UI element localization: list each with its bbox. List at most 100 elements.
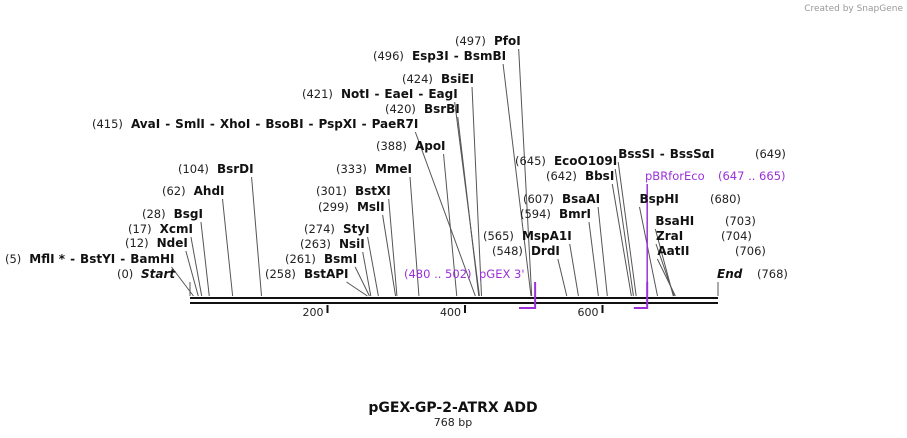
enzyme-zrai: ZraI	[656, 229, 683, 243]
enzyme-nsii: NsiI	[339, 237, 365, 251]
ruler-ticks: 200 400 600	[303, 305, 604, 319]
leader-ndei	[185, 250, 199, 297]
name-separator: -	[660, 147, 665, 161]
site-group-noti: (421) NotI - EaeI - EagI	[302, 87, 458, 101]
site-position: (706)	[735, 244, 766, 258]
leader-bsssi	[617, 161, 637, 297]
site-group-ecoo109i: (645) EcoO109I	[515, 154, 617, 168]
primer-pgex-3-arrow	[519, 282, 537, 309]
enzyme-bbsi: BbsI	[585, 169, 614, 183]
enzyme-noti: NotI	[341, 87, 370, 101]
enzyme-bsssi: BssSI	[618, 147, 655, 161]
site-position: (5)	[5, 252, 21, 266]
site-group-aatii: AatII (706)	[657, 244, 766, 258]
site-group-bmri: (594) BmrI	[520, 207, 591, 221]
site-position: (497)	[455, 34, 486, 48]
enzyme-bstxi: BstXI	[355, 184, 391, 198]
enzyme-bmri: BmrI	[559, 207, 591, 221]
site-group-styi: (274) StyI	[304, 222, 370, 236]
site-position: (703)	[725, 214, 756, 228]
site-position: (301)	[316, 184, 347, 198]
site-group-nsii: (263) NsiI	[300, 237, 365, 251]
site-position: (645)	[515, 154, 546, 168]
leader-mmei	[409, 176, 420, 297]
enzyme-bamhi: BamHI	[130, 252, 174, 266]
enzyme-avai: AvaI	[131, 117, 160, 131]
enzyme-eagi: EagI	[428, 87, 457, 101]
leader-avai	[414, 131, 476, 297]
name-separator: -	[362, 117, 367, 131]
leader-xcmi	[190, 236, 203, 297]
primer-pgex-3-range: (480 .. 502)	[404, 267, 472, 281]
leader-nsii	[362, 251, 372, 297]
site-position: (607)	[523, 192, 554, 206]
enzyme-xhoi: XhoI	[220, 117, 251, 131]
site-position: (388)	[376, 139, 407, 153]
primer-pbrforeco-range: (647 .. 665)	[718, 169, 786, 183]
site-position: (415)	[92, 117, 123, 131]
site-group-bstapi: (258) BstAPI	[265, 267, 349, 281]
primer-pbrforeco-label: pBRforEco	[645, 169, 705, 183]
enzyme-ecoo109i: EcoO109I	[554, 154, 617, 168]
site-position: (12)	[125, 236, 149, 250]
leader-bbsi	[611, 183, 632, 297]
site-position: (496)	[373, 49, 404, 63]
name-separator: -	[255, 117, 260, 131]
enzyme-pfoi: PfoI	[494, 34, 521, 48]
site-group-bsahi: BsaHI (703)	[655, 214, 756, 228]
leader-mfli	[171, 266, 194, 297]
start-label: Start	[141, 267, 176, 281]
enzyme-bsphi: BspHI	[640, 192, 679, 206]
site-group-bsaai: (607) BsaAI	[523, 192, 600, 206]
site-group-bsrbi: (420) BsrBI	[385, 102, 460, 116]
enzyme-paer7i: PaeR7I	[372, 117, 419, 131]
enzyme-bsrdi: BsrDI	[217, 162, 254, 176]
leader-bsphi	[639, 206, 658, 297]
tick-label-400: 400	[440, 306, 461, 319]
enzyme-mfli: MflI *	[29, 252, 65, 266]
leader-bsrdi	[251, 176, 262, 297]
site-position: (333)	[336, 162, 367, 176]
site-group-esp3i: (496) Esp3I - BsmBI	[373, 49, 506, 63]
site-position: (594)	[520, 207, 551, 221]
site-position: (565)	[483, 229, 514, 243]
site-position: (424)	[402, 72, 433, 86]
start-position-label: (0)	[117, 267, 133, 281]
site-position: (420)	[385, 102, 416, 116]
site-group-mmei: (333) MmeI	[336, 162, 412, 176]
site-group-ndei: (12) NdeI	[125, 236, 188, 250]
tick-label-200: 200	[303, 306, 324, 319]
site-group-bbsi: (642) BbsI	[546, 169, 614, 183]
site-group-bsrdi: (104) BsrDI	[178, 162, 254, 176]
site-group-apoi: (388) ApoI	[376, 139, 446, 153]
enzyme-mspa1i: MspA1I	[522, 229, 572, 243]
name-separator: -	[165, 117, 170, 131]
primer-pbrforeco-arrow	[633, 282, 649, 309]
leader-ecoo109i	[614, 168, 634, 297]
leader-bstxi	[388, 198, 398, 297]
site-position: (274)	[304, 222, 335, 236]
site-position: (704)	[721, 229, 752, 243]
leader-aatii	[656, 258, 676, 297]
leader-bsaai	[597, 206, 608, 297]
site-position: (104)	[178, 162, 209, 176]
enzyme-bsmbi: BsmBI	[464, 49, 506, 63]
site-position: (548)	[492, 244, 523, 258]
site-position: (263)	[300, 237, 331, 251]
map-length: 768 bp	[434, 416, 472, 429]
name-separator: -	[70, 252, 75, 266]
enzyme-ahdi: AhdI	[194, 184, 225, 198]
name-separator: -	[120, 252, 125, 266]
enzyme-bstyi: BstYI	[80, 252, 115, 266]
site-position: (642)	[546, 169, 577, 183]
site-labels: (0) Start End (768)(5) MflI * - BstYI - BamHI(12…	[5, 34, 788, 281]
enzyme-smli: SmlI	[175, 117, 205, 131]
enzyme-bsrbi: BsrBI	[424, 102, 460, 116]
end-position-label: (768)	[757, 267, 788, 281]
leader-bsmi	[354, 266, 370, 297]
leader-bsgi	[200, 221, 210, 297]
site-group-msli: (299) MslI	[318, 200, 385, 214]
site-position: (17)	[128, 222, 152, 236]
site-group-mspa1i: (565) MspA1I	[483, 229, 572, 243]
